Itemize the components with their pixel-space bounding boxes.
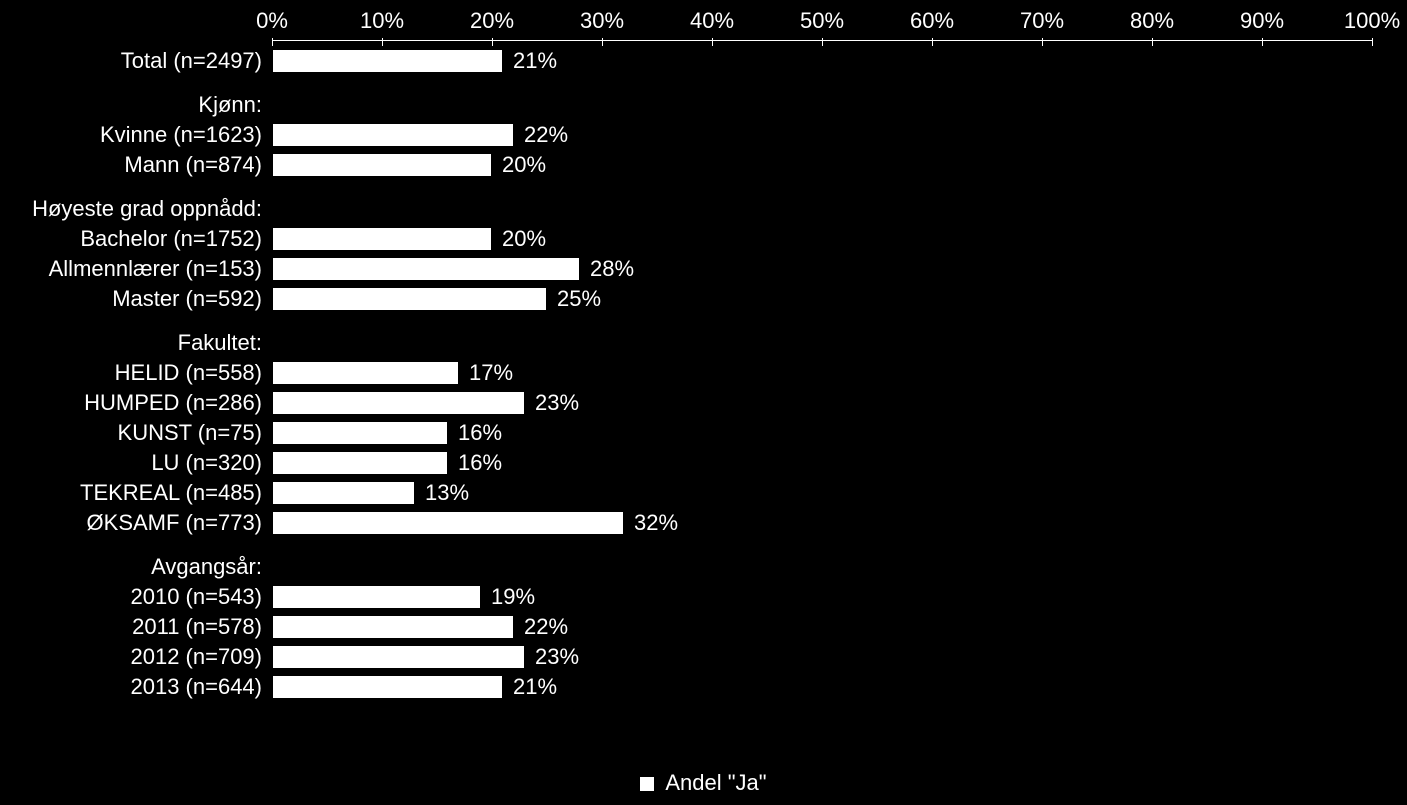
bar-row-label: Allmennlærer (n=153) [0,254,262,284]
x-tick-label: 0% [256,8,288,34]
bar-row-label: HELID (n=558) [0,358,262,388]
bar-value-label: 21% [513,672,557,702]
x-tick-mark [382,38,383,46]
bar-row-label: Bachelor (n=1752) [0,224,262,254]
bar [272,153,492,177]
bar-value-label: 13% [425,478,469,508]
bar-row: Mann (n=874) 20% [0,150,1407,180]
bar-row-label: KUNST (n=75) [0,418,262,448]
bar-row: 2010 (n=543) 19% [0,582,1407,612]
bar [272,361,459,385]
group-header-row: Avgangsår: [0,552,1407,582]
legend-swatch [640,777,654,791]
bar-row-label: Total (n=2497) [0,46,262,76]
bar [272,481,415,505]
x-axis-ticks: 0%10%20%30%40%50%60%70%80%90%100% [272,8,1372,38]
bar-row-label: TEKREAL (n=485) [0,478,262,508]
bar-value-label: 20% [502,150,546,180]
bar-row: 2012 (n=709) 23% [0,642,1407,672]
group-header-label: Fakultet: [0,328,262,358]
bar-value-label: 16% [458,448,502,478]
bar [272,645,525,669]
group-header-label: Høyeste grad oppnådd: [0,194,262,224]
bar-value-label: 23% [535,642,579,672]
bar-value-label: 17% [469,358,513,388]
x-tick-mark [822,38,823,46]
bar-value-label: 23% [535,388,579,418]
x-tick-label: 60% [910,8,954,34]
bar-row: 2011 (n=578) 22% [0,612,1407,642]
bar-value-label: 19% [491,582,535,612]
x-tick-label: 10% [360,8,404,34]
x-tick-label: 70% [1020,8,1064,34]
bar-row-label: Master (n=592) [0,284,262,314]
x-tick-mark [712,38,713,46]
x-tick-mark [492,38,493,46]
bar [272,287,547,311]
bar-row: ØKSAMF (n=773) 32% [0,508,1407,538]
x-tick-mark [1372,38,1373,46]
bar-value-label: 22% [524,612,568,642]
group-header-row: Fakultet: [0,328,1407,358]
bar [272,49,503,73]
bar [272,257,580,281]
bar-row-label: Mann (n=874) [0,150,262,180]
bar-value-label: 28% [590,254,634,284]
group-header-row: Høyeste grad oppnådd: [0,194,1407,224]
x-tick-mark [1042,38,1043,46]
group-header-label: Avgangsår: [0,552,262,582]
x-tick-label: 90% [1240,8,1284,34]
bar-value-label: 16% [458,418,502,448]
group-header-row: Kjønn: [0,90,1407,120]
x-tick-mark [1262,38,1263,46]
bar-row: TEKREAL (n=485) 13% [0,478,1407,508]
bar [272,615,514,639]
bar-row-label: Kvinne (n=1623) [0,120,262,150]
bar-row: Allmennlærer (n=153) 28% [0,254,1407,284]
bar-value-label: 25% [557,284,601,314]
bar-row-label: 2010 (n=543) [0,582,262,612]
bar-value-label: 22% [524,120,568,150]
bar-value-label: 20% [502,224,546,254]
bar-row-label: 2011 (n=578) [0,612,262,642]
bar-row: HUMPED (n=286) 23% [0,388,1407,418]
x-tick-label: 40% [690,8,734,34]
bar [272,585,481,609]
bar-row: KUNST (n=75) 16% [0,418,1407,448]
bar-value-label: 32% [634,508,678,538]
bar [272,511,624,535]
bar-row: Bachelor (n=1752) 20% [0,224,1407,254]
bar-row: HELID (n=558) 17% [0,358,1407,388]
legend: Andel "Ja" [0,770,1407,796]
bar-row-label: HUMPED (n=286) [0,388,262,418]
bar-row: Kvinne (n=1623) 22% [0,120,1407,150]
x-tick-label: 20% [470,8,514,34]
bar-row: 2013 (n=644) 21% [0,672,1407,702]
x-tick-label: 30% [580,8,624,34]
bar-row-label: 2012 (n=709) [0,642,262,672]
x-tick-label: 80% [1130,8,1174,34]
bar [272,421,448,445]
bar-row: Total (n=2497) 21% [0,46,1407,76]
bar-value-label: 21% [513,46,557,76]
bar-row-label: 2013 (n=644) [0,672,262,702]
x-tick-mark [272,38,273,46]
x-tick-mark [932,38,933,46]
bar-row-label: ØKSAMF (n=773) [0,508,262,538]
x-tick-mark [1152,38,1153,46]
bar [272,227,492,251]
bar [272,451,448,475]
legend-label: Andel "Ja" [665,770,766,795]
bar-row: LU (n=320) 16% [0,448,1407,478]
bar [272,391,525,415]
bar-row: Master (n=592) 25% [0,284,1407,314]
x-tick-label: 50% [800,8,844,34]
bar [272,675,503,699]
group-header-label: Kjønn: [0,90,262,120]
x-tick-label: 100% [1344,8,1400,34]
bar-row-label: LU (n=320) [0,448,262,478]
bar-chart: 0% 10% 20% 30% 40% 50% 60% 70% 80% 90% 100% Total … [0,0,1407,805]
bar [272,123,514,147]
x-tick-mark [602,38,603,46]
